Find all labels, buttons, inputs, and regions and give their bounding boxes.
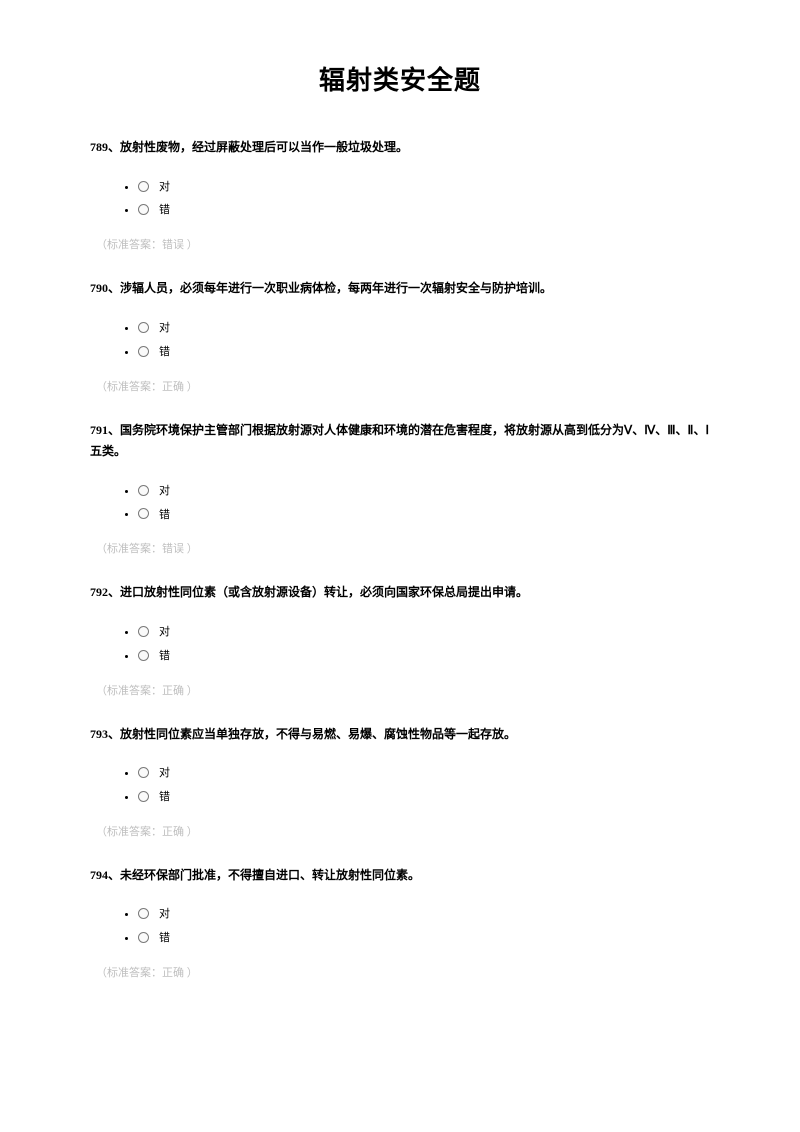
option-label: 错 <box>159 200 170 221</box>
option-true: 对 <box>138 175 710 199</box>
question-text: 793、放射性同位素应当单独存放，不得与易燃、易爆、腐蚀性物品等一起存放。 <box>90 724 710 746</box>
option-label: 错 <box>159 787 170 808</box>
option-label: 错 <box>159 505 170 526</box>
option-false: 错 <box>138 785 710 809</box>
question-790: 790、涉辐人员，必须每年进行一次职业病体检，每两年进行一次辐射安全与防护培训。… <box>90 278 710 393</box>
question-text: 789、放射性废物，经过屏蔽处理后可以当作一般垃圾处理。 <box>90 137 710 159</box>
answer-text: （标准答案：错误 ） <box>96 236 710 252</box>
radio-icon[interactable] <box>138 346 149 357</box>
option-false: 错 <box>138 340 710 364</box>
option-false: 错 <box>138 926 710 950</box>
question-789: 789、放射性废物，经过屏蔽处理后可以当作一般垃圾处理。 对 错 （标准答案：错… <box>90 137 710 252</box>
answer-text: （标准答案：错误 ） <box>96 540 710 556</box>
answer-text: （标准答案：正确 ） <box>96 682 710 698</box>
question-text: 791、国务院环境保护主管部门根据放射源对人体健康和环境的潜在危害程度，将放射源… <box>90 420 710 463</box>
option-label: 对 <box>159 763 170 784</box>
option-true: 对 <box>138 316 710 340</box>
radio-icon[interactable] <box>138 322 149 333</box>
question-text: 794、未经环保部门批准，不得擅自进口、转让放射性同位素。 <box>90 865 710 887</box>
options-list: 对 错 <box>90 175 710 223</box>
option-label: 错 <box>159 646 170 667</box>
options-list: 对 错 <box>90 902 710 950</box>
radio-icon[interactable] <box>138 932 149 943</box>
answer-text: （标准答案：正确 ） <box>96 964 710 980</box>
option-false: 错 <box>138 198 710 222</box>
option-true: 对 <box>138 479 710 503</box>
radio-icon[interactable] <box>138 767 149 778</box>
option-label: 对 <box>159 622 170 643</box>
option-label: 对 <box>159 177 170 198</box>
option-label: 对 <box>159 318 170 339</box>
radio-icon[interactable] <box>138 908 149 919</box>
radio-icon[interactable] <box>138 181 149 192</box>
page-title: 辐射类安全题 <box>90 60 710 97</box>
option-true: 对 <box>138 902 710 926</box>
answer-text: （标准答案：正确 ） <box>96 378 710 394</box>
option-label: 错 <box>159 342 170 363</box>
option-true: 对 <box>138 620 710 644</box>
option-label: 错 <box>159 928 170 949</box>
radio-icon[interactable] <box>138 508 149 519</box>
options-list: 对 错 <box>90 479 710 527</box>
options-list: 对 错 <box>90 620 710 668</box>
options-list: 对 错 <box>90 316 710 364</box>
question-794: 794、未经环保部门批准，不得擅自进口、转让放射性同位素。 对 错 （标准答案：… <box>90 865 710 980</box>
radio-icon[interactable] <box>138 791 149 802</box>
radio-icon[interactable] <box>138 204 149 215</box>
answer-text: （标准答案：正确 ） <box>96 823 710 839</box>
options-list: 对 错 <box>90 761 710 809</box>
question-791: 791、国务院环境保护主管部门根据放射源对人体健康和环境的潜在危害程度，将放射源… <box>90 420 710 557</box>
option-label: 对 <box>159 904 170 925</box>
option-label: 对 <box>159 481 170 502</box>
radio-icon[interactable] <box>138 650 149 661</box>
option-true: 对 <box>138 761 710 785</box>
question-text: 790、涉辐人员，必须每年进行一次职业病体检，每两年进行一次辐射安全与防护培训。 <box>90 278 710 300</box>
question-792: 792、进口放射性同位素（或含放射源设备）转让，必须向国家环保总局提出申请。 对… <box>90 582 710 697</box>
question-text: 792、进口放射性同位素（或含放射源设备）转让，必须向国家环保总局提出申请。 <box>90 582 710 604</box>
radio-icon[interactable] <box>138 626 149 637</box>
option-false: 错 <box>138 503 710 527</box>
radio-icon[interactable] <box>138 485 149 496</box>
option-false: 错 <box>138 644 710 668</box>
question-793: 793、放射性同位素应当单独存放，不得与易燃、易爆、腐蚀性物品等一起存放。 对 … <box>90 724 710 839</box>
